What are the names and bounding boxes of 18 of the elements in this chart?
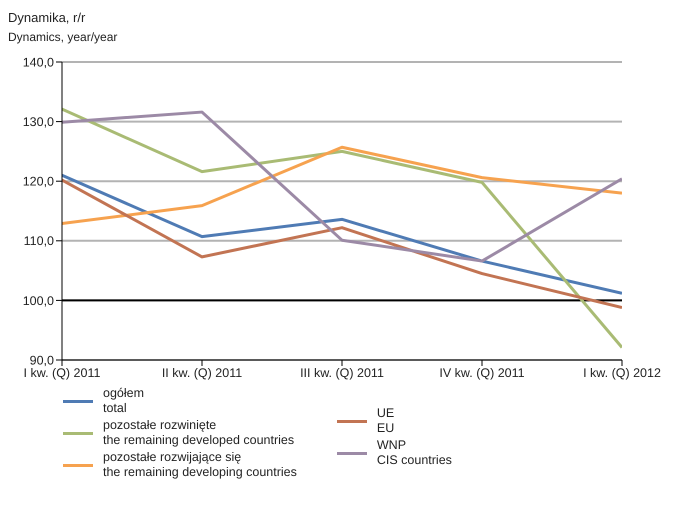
y-tick-label: 110,0 (24, 234, 54, 248)
line-series (62, 110, 622, 263)
legend-label: UE EU (376, 406, 394, 436)
y-tick-label: 90,0 (30, 353, 54, 368)
y-tick-label: 130,0 (22, 115, 54, 130)
x-tick-label: III kw. (Q) 2011 (300, 366, 384, 380)
chart-title: Dynamika, r/r (8, 9, 86, 27)
legend-label: WNP CIS countries (376, 438, 452, 468)
legend-label: pozostałe rozwijające się the remaining developing countries (103, 450, 297, 480)
line-series (62, 146, 622, 226)
x-tick-label: II kw. (Q) 2011 (162, 366, 242, 380)
y-tick-label: 120,0 (22, 174, 54, 189)
chart-subtitle: Dynamics, year/year (8, 30, 118, 46)
y-tick-label: 140,0 (22, 55, 54, 70)
y-tick-label: 100,0 (22, 294, 54, 308)
x-tick-label: IV kw. (Q) 2011 (439, 366, 525, 380)
x-tick-label: I kw. (Q) 2012 (583, 366, 661, 380)
x-tick-label: I kw. (Q) 2011 (24, 366, 100, 380)
